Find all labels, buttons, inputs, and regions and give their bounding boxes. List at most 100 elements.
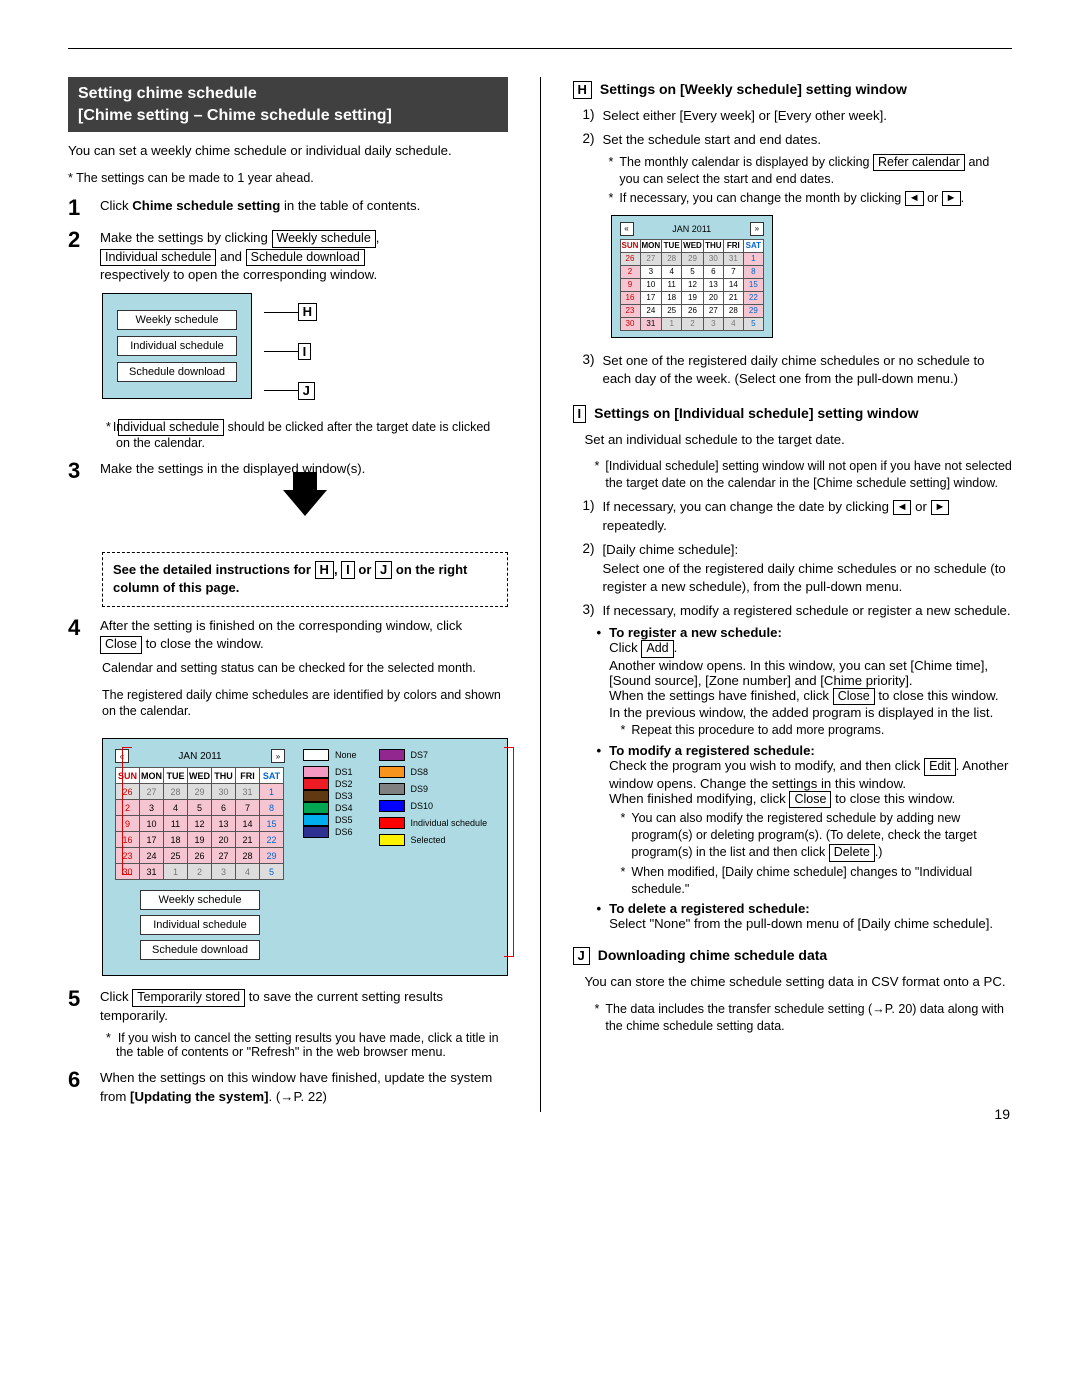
close-button[interactable]: Close xyxy=(833,688,875,706)
cal-day[interactable]: 8 xyxy=(743,265,763,278)
next-arrow-icon[interactable]: ► xyxy=(942,191,961,206)
cal-day[interactable]: 1 xyxy=(662,317,682,330)
cal-day[interactable]: 29 xyxy=(260,848,284,864)
cal-day[interactable]: 19 xyxy=(682,291,704,304)
prev-month-button[interactable]: « xyxy=(620,222,634,236)
cal-day[interactable]: 31 xyxy=(236,784,260,800)
cal-day[interactable]: 4 xyxy=(662,265,682,278)
cal-day[interactable]: 28 xyxy=(164,784,188,800)
cal-day[interactable]: 30 xyxy=(620,317,640,330)
cal-day[interactable]: 24 xyxy=(140,848,164,864)
cal-day[interactable]: 4 xyxy=(164,800,188,816)
cal-day[interactable]: 19 xyxy=(188,832,212,848)
cal-day[interactable]: 29 xyxy=(682,252,704,265)
cal-day[interactable]: 28 xyxy=(662,252,682,265)
cal-day[interactable]: 30 xyxy=(703,252,723,265)
cal-day[interactable]: 4 xyxy=(723,317,743,330)
cal-day[interactable]: 22 xyxy=(743,291,763,304)
cal-day[interactable]: 4 xyxy=(236,864,260,880)
cal-day[interactable]: 27 xyxy=(703,304,723,317)
individual-schedule-button[interactable]: Individual schedule xyxy=(118,419,224,437)
cal-day[interactable]: 18 xyxy=(164,832,188,848)
cal-day[interactable]: 28 xyxy=(236,848,260,864)
cal-day[interactable]: 30 xyxy=(212,784,236,800)
cal-day[interactable]: 12 xyxy=(188,816,212,832)
cal-day[interactable]: 1 xyxy=(164,864,188,880)
cal-day[interactable]: 17 xyxy=(140,832,164,848)
individual-schedule-button[interactable]: Individual schedule xyxy=(140,915,260,935)
cal-day[interactable]: 27 xyxy=(140,784,164,800)
cal-day[interactable]: 6 xyxy=(703,265,723,278)
weekly-schedule-button[interactable]: Weekly schedule xyxy=(140,890,260,910)
cal-day[interactable]: 29 xyxy=(743,304,763,317)
cal-day[interactable]: 22 xyxy=(260,832,284,848)
prev-arrow-icon[interactable]: ◄ xyxy=(893,500,912,515)
schedule-download-button[interactable]: Schedule download xyxy=(246,249,365,267)
cal-day[interactable]: 2 xyxy=(188,864,212,880)
cal-day[interactable]: 7 xyxy=(723,265,743,278)
cal-day[interactable]: 16 xyxy=(620,291,640,304)
cal-day[interactable]: 3 xyxy=(212,864,236,880)
cal-day[interactable]: 13 xyxy=(212,816,236,832)
edit-button[interactable]: Edit xyxy=(924,758,956,776)
next-arrow-icon[interactable]: ► xyxy=(931,500,950,515)
cal-day[interactable]: 5 xyxy=(260,864,284,880)
cal-day[interactable]: 10 xyxy=(640,278,662,291)
cal-day[interactable]: 3 xyxy=(140,800,164,816)
cal-day[interactable]: 27 xyxy=(212,848,236,864)
refer-calendar-button[interactable]: Refer calendar xyxy=(873,154,965,172)
cal-day[interactable]: 5 xyxy=(743,317,763,330)
individual-schedule-button[interactable]: Individual schedule xyxy=(117,336,237,356)
next-month-button[interactable]: » xyxy=(750,222,764,236)
next-month-button[interactable]: » xyxy=(271,749,285,763)
cal-day[interactable]: 13 xyxy=(703,278,723,291)
cal-day[interactable]: 5 xyxy=(682,265,704,278)
cal-day[interactable]: 15 xyxy=(743,278,763,291)
cal-day[interactable]: 8 xyxy=(260,800,284,816)
cal-day[interactable]: 31 xyxy=(640,317,662,330)
cal-day[interactable]: 5 xyxy=(188,800,212,816)
add-button[interactable]: Add xyxy=(641,640,673,658)
cal-day[interactable]: 14 xyxy=(236,816,260,832)
cal-day[interactable]: 26 xyxy=(188,848,212,864)
cal-day[interactable]: 29 xyxy=(188,784,212,800)
cal-day[interactable]: 25 xyxy=(164,848,188,864)
cal-day[interactable]: 1 xyxy=(743,252,763,265)
cal-day[interactable]: 9 xyxy=(620,278,640,291)
temporarily-stored-button[interactable]: Temporarily stored xyxy=(132,989,245,1007)
cal-day[interactable]: 21 xyxy=(723,291,743,304)
cal-day[interactable]: 15 xyxy=(260,816,284,832)
cal-day[interactable]: 25 xyxy=(662,304,682,317)
cal-day[interactable]: 20 xyxy=(212,832,236,848)
cal-day[interactable]: 11 xyxy=(662,278,682,291)
delete-button[interactable]: Delete xyxy=(829,844,875,862)
cal-day[interactable]: 10 xyxy=(140,816,164,832)
cal-day[interactable]: 26 xyxy=(682,304,704,317)
weekly-schedule-button[interactable]: Weekly schedule xyxy=(117,310,237,330)
close-button[interactable]: Close xyxy=(100,636,142,654)
cal-day[interactable]: 12 xyxy=(682,278,704,291)
schedule-download-button[interactable]: Schedule download xyxy=(117,362,237,382)
cal-day[interactable]: 18 xyxy=(662,291,682,304)
cal-day[interactable]: 21 xyxy=(236,832,260,848)
cal-day[interactable]: 23 xyxy=(620,304,640,317)
cal-day[interactable]: 3 xyxy=(640,265,662,278)
cal-day[interactable]: 2 xyxy=(620,265,640,278)
cal-day[interactable]: 6 xyxy=(212,800,236,816)
cal-day[interactable]: 14 xyxy=(723,278,743,291)
cal-day[interactable]: 17 xyxy=(640,291,662,304)
cal-day[interactable]: 11 xyxy=(164,816,188,832)
cal-day[interactable]: 1 xyxy=(260,784,284,800)
cal-day[interactable]: 26 xyxy=(620,252,640,265)
cal-day[interactable]: 28 xyxy=(723,304,743,317)
schedule-download-button[interactable]: Schedule download xyxy=(140,940,260,960)
cal-day[interactable]: 24 xyxy=(640,304,662,317)
cal-day[interactable]: 31 xyxy=(140,864,164,880)
close-button[interactable]: Close xyxy=(789,791,831,809)
cal-day[interactable]: 2 xyxy=(682,317,704,330)
cal-day[interactable]: 31 xyxy=(723,252,743,265)
cal-day[interactable]: 7 xyxy=(236,800,260,816)
weekly-schedule-button[interactable]: Weekly schedule xyxy=(272,230,376,248)
cal-day[interactable]: 3 xyxy=(703,317,723,330)
cal-day[interactable]: 27 xyxy=(640,252,662,265)
